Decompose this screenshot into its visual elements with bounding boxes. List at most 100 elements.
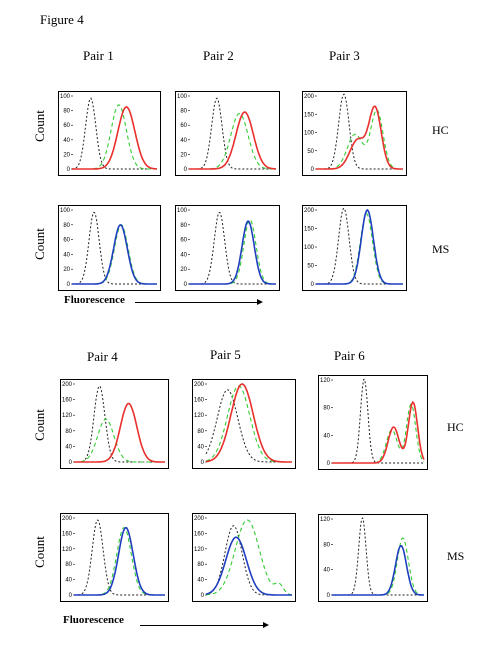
y-tick-label: 100 xyxy=(60,208,71,214)
y-tick-label: 150 xyxy=(304,112,315,118)
x-axis-arrow xyxy=(140,625,264,626)
y-tick-label: 200 xyxy=(194,516,205,522)
arrow-head-icon xyxy=(263,622,269,628)
y-axis-label: Count xyxy=(32,409,47,441)
arrow-head-icon xyxy=(257,299,263,305)
y-tick-label: 50 xyxy=(307,149,314,155)
sample-histogram-curve xyxy=(316,208,403,285)
y-tick-label: 160 xyxy=(62,398,73,404)
control-histogram-curve xyxy=(332,537,425,596)
histogram-plot: 0 40 80 120 160 200 xyxy=(62,382,165,466)
y-tick-label: 80 xyxy=(180,223,187,229)
y-tick-label: 40 xyxy=(65,578,72,584)
y-tick-label: 120 xyxy=(194,547,205,553)
y-tick-label: 120 xyxy=(194,413,205,419)
y-tick-label: 20 xyxy=(63,152,70,158)
y-tick-label: 160 xyxy=(194,398,205,404)
y-tick-label: 0 xyxy=(184,167,188,173)
isotype-histogram-curve xyxy=(332,378,424,464)
y-tick-label: 0 xyxy=(67,167,71,173)
pair-label-6: Pair 6 xyxy=(334,348,365,363)
y-tick-label: 0 xyxy=(69,593,73,599)
sample-histogram-curve xyxy=(74,526,165,596)
isotype-histogram-curve xyxy=(71,97,157,170)
y-axis-label: Count xyxy=(32,110,47,142)
histogram-panel-pair6-ms: 0 40 80 120 xyxy=(318,514,428,602)
y-tick-label: 40 xyxy=(63,138,70,144)
histogram-panel-pair2-ms: 0 20 40 60 80 100 xyxy=(175,205,280,291)
y-tick-label: 150 xyxy=(304,227,315,233)
y-tick-label: 100 xyxy=(304,131,315,137)
x-axis-label: Fluorescence xyxy=(63,614,124,626)
histogram-plot: 0 20 40 60 80 100 xyxy=(60,94,157,173)
y-tick-label: 50 xyxy=(307,264,314,270)
y-tick-label: 40 xyxy=(180,138,187,144)
y-tick-label: 0 xyxy=(69,460,73,466)
pair-label-5: Pair 5 xyxy=(210,347,241,362)
histogram-plot: 0 40 80 120 xyxy=(320,378,425,467)
histogram-plot: 0 20 40 60 80 100 xyxy=(177,208,276,288)
y-axis-label: Count xyxy=(32,536,47,568)
y-tick-label: 80 xyxy=(65,429,72,435)
sample-histogram-curve xyxy=(74,402,165,463)
x-axis-label: Fluorescence xyxy=(64,294,125,306)
sample-histogram-curve xyxy=(205,383,292,463)
histogram-panel-pair1-ms: 0 20 40 60 80 100 xyxy=(58,205,161,291)
y-tick-label: 120 xyxy=(320,517,331,523)
sample-histogram-curve xyxy=(72,106,157,170)
y-tick-label: 80 xyxy=(323,406,330,412)
control-histogram-curve xyxy=(189,112,276,170)
isotype-histogram-curve xyxy=(74,385,165,463)
control-histogram-curve xyxy=(316,109,403,170)
y-tick-label: 0 xyxy=(67,282,71,288)
sample-histogram-curve xyxy=(316,105,403,170)
y-tick-label: 0 xyxy=(311,282,315,288)
isotype-histogram-curve xyxy=(189,212,276,285)
isotype-histogram-curve xyxy=(72,211,157,285)
y-tick-label: 80 xyxy=(63,109,70,115)
y-tick-label: 0 xyxy=(327,461,331,467)
y-tick-label: 40 xyxy=(63,252,70,258)
histogram-plot: 0 40 80 120 160 200 xyxy=(194,382,292,466)
y-tick-label: 120 xyxy=(62,547,73,553)
control-histogram-curve xyxy=(74,527,165,596)
y-tick-label: 60 xyxy=(63,123,70,129)
y-tick-label: 80 xyxy=(63,223,70,229)
y-tick-label: 100 xyxy=(177,208,188,214)
control-histogram-curve xyxy=(205,519,293,596)
y-tick-label: 200 xyxy=(62,516,73,522)
y-tick-label: 160 xyxy=(62,531,73,537)
y-tick-label: 120 xyxy=(62,413,73,419)
sample-histogram-curve xyxy=(189,220,276,285)
y-tick-label: 40 xyxy=(180,252,187,258)
histogram-panel-pair5-hc: 0 40 80 120 160 200 xyxy=(192,379,296,469)
histogram-panel-pair3-ms: 0 50 100 150 200 xyxy=(302,205,407,291)
histogram-plot: 0 40 80 120 xyxy=(320,516,425,599)
histogram-plot: 0 20 40 60 80 100 xyxy=(177,94,276,173)
histogram-panel-pair5-ms: 0 40 80 120 160 200 xyxy=(192,513,296,602)
y-axis-label: Count xyxy=(32,228,47,260)
histogram-panel-pair4-ms: 0 40 80 120 160 200 xyxy=(60,513,169,602)
control-histogram-curve xyxy=(189,218,276,285)
y-tick-label: 0 xyxy=(201,460,205,466)
pair-label-1: Pair 1 xyxy=(83,48,114,63)
control-histogram-curve xyxy=(74,418,165,463)
pair-label-4: Pair 4 xyxy=(87,349,118,364)
histogram-panel-pair6-hc: 0 40 80 120 xyxy=(318,375,428,470)
y-tick-label: 200 xyxy=(62,382,73,388)
histogram-plot: 0 50 100 150 200 xyxy=(304,93,403,173)
figure-title: Figure 4 xyxy=(40,12,84,27)
y-tick-label: 80 xyxy=(197,429,204,435)
y-tick-label: 0 xyxy=(311,167,315,173)
sample-histogram-curve xyxy=(72,224,157,285)
y-tick-label: 100 xyxy=(60,94,71,100)
y-tick-label: 0 xyxy=(327,593,331,599)
y-tick-label: 80 xyxy=(323,542,330,548)
row-label-ms: MS xyxy=(447,549,465,563)
histogram-panel-pair1-hc: 0 20 40 60 80 100 xyxy=(58,91,161,176)
histogram-panel-pair4-hc: 0 40 80 120 160 200 xyxy=(60,379,169,469)
y-tick-label: 120 xyxy=(320,378,331,384)
y-tick-label: 40 xyxy=(197,578,204,584)
sample-histogram-curve xyxy=(205,536,292,596)
y-tick-label: 20 xyxy=(180,152,187,158)
